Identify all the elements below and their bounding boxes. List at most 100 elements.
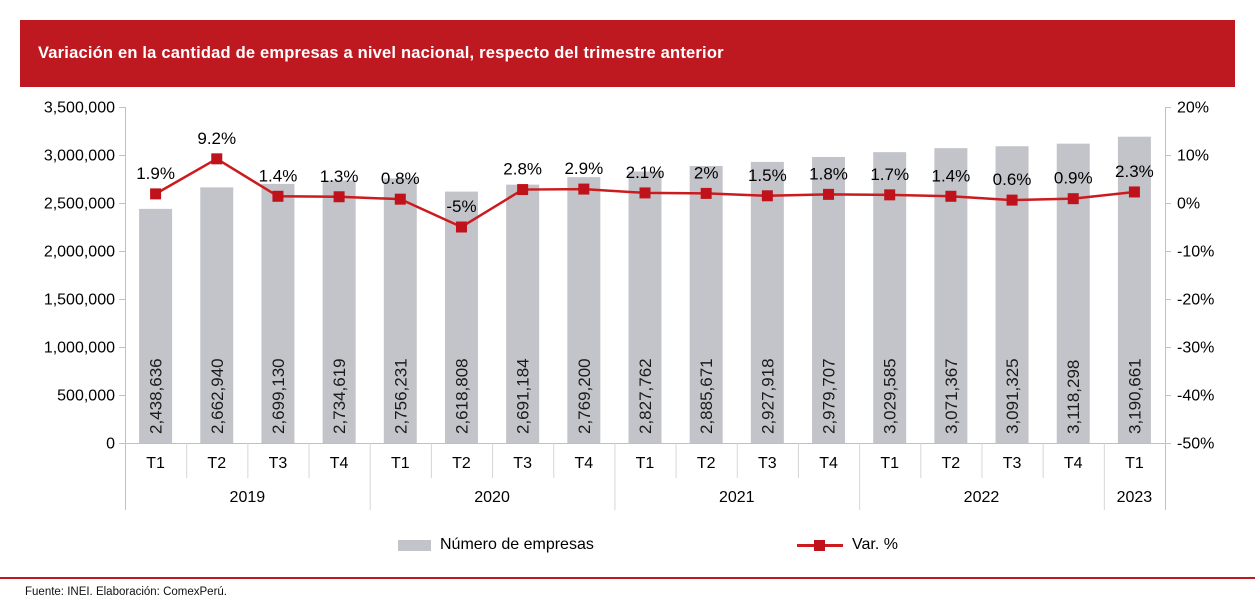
chart-title-bar: Variación en la cantidad de empresas a n…	[20, 20, 1235, 87]
percent-label: 2.9%	[564, 159, 603, 178]
bar-value-label: 2,927,918	[758, 358, 777, 434]
quarter-label: T3	[1003, 455, 1022, 472]
bar-value-label: 2,691,184	[514, 358, 533, 434]
right-axis-tick-label: 20%	[1177, 100, 1209, 117]
line-marker	[639, 187, 651, 199]
bar-value-label: 2,885,671	[697, 358, 716, 434]
right-axis-tick-label: 10%	[1177, 148, 1209, 165]
right-axis-tick-label: -30%	[1177, 340, 1214, 357]
percent-label: 2.3%	[1115, 162, 1154, 181]
bar	[689, 165, 723, 443]
percent-label: 1.5%	[748, 166, 787, 185]
left-axis-tick-label: 3,000,000	[44, 148, 115, 165]
quarter-label: T3	[513, 455, 532, 472]
bar	[750, 161, 784, 443]
right-axis-tick-label: -10%	[1177, 244, 1214, 261]
bar-value-label: 2,827,762	[636, 358, 655, 434]
page-title: Variación en la cantidad de empresas a n…	[38, 44, 724, 62]
percent-label: 0.9%	[1054, 169, 1093, 188]
quarter-label: T4	[819, 455, 838, 472]
quarter-label: T1	[391, 455, 410, 472]
left-axis-tick-label: 2,500,000	[44, 196, 115, 213]
line-marker	[823, 188, 835, 200]
quarter-label: T1	[146, 455, 165, 472]
line-marker	[945, 190, 957, 202]
percent-label: 1.3%	[320, 167, 359, 186]
bar	[139, 208, 173, 443]
bar-value-label: 2,769,200	[575, 358, 594, 434]
year-label: 2022	[964, 489, 1000, 506]
line-marker	[211, 153, 223, 165]
left-axis-tick-label: 0	[106, 436, 115, 453]
quarter-label: T1	[880, 455, 899, 472]
legend-line-label: Var. %	[852, 536, 898, 553]
percent-label: 2%	[694, 163, 719, 182]
right-axis-tick-label: -20%	[1177, 292, 1214, 309]
bar-value-label: 2,756,231	[391, 358, 410, 434]
footer-divider	[0, 577, 1255, 579]
combo-chart: 3,500,000 20% 3,000,000 10% 2,500,000 0% 2,000…	[44, 100, 1214, 510]
bar	[383, 178, 417, 443]
bar	[506, 184, 540, 443]
quarter-label: T2	[942, 455, 961, 472]
quarter-label: T4	[1064, 455, 1083, 472]
percent-label: 1.9%	[136, 164, 175, 183]
bar-value-label: 3,190,661	[1125, 358, 1144, 434]
line-marker	[1006, 194, 1018, 206]
percent-label: 2.1%	[626, 163, 665, 182]
bar	[873, 152, 907, 443]
quarter-label: T2	[697, 455, 716, 472]
left-axis-tick-label: 3,500,000	[44, 100, 115, 117]
legend-item-line: Var. %	[797, 536, 898, 554]
legend-bar-label: Número de empresas	[440, 536, 594, 553]
quarter-label: T4	[574, 455, 593, 472]
bar-value-label: 2,699,130	[269, 358, 288, 434]
bar	[200, 187, 234, 443]
bar	[444, 191, 478, 443]
line-marker	[700, 187, 712, 199]
year-label: 2023	[1117, 489, 1153, 506]
bar-value-label: 2,979,707	[820, 358, 839, 434]
quarter-label: T3	[758, 455, 777, 472]
year-label: 2020	[474, 489, 510, 506]
line-marker	[578, 183, 590, 195]
percent-label: 1.7%	[870, 165, 909, 184]
line-marker	[884, 189, 896, 201]
percent-label: 2.8%	[503, 160, 542, 179]
quarter-label: T2	[207, 455, 226, 472]
percent-label: 1.4%	[932, 166, 971, 185]
year-label: 2021	[719, 489, 755, 506]
bar-value-label: 3,091,325	[1003, 358, 1022, 434]
bar	[812, 156, 846, 443]
bar-value-label: 2,438,636	[147, 358, 166, 434]
quarter-label: T3	[269, 455, 288, 472]
bar	[261, 183, 295, 443]
right-axis-tick-label: 0%	[1177, 196, 1200, 213]
bar	[322, 180, 356, 444]
source-note: Fuente: INEI. Elaboración: ComexPerú.	[25, 586, 227, 598]
bar	[628, 171, 662, 443]
line-marker-swatch-icon	[797, 539, 843, 551]
percent-label: -5%	[446, 197, 476, 216]
left-axis-tick-label: 2,000,000	[44, 244, 115, 261]
bar-swatch-icon	[398, 539, 431, 551]
quarter-label: T1	[1125, 455, 1144, 472]
legend-item-bars: Número de empresas	[398, 536, 594, 554]
year-label: 2019	[230, 489, 266, 506]
bar-value-label: 3,029,585	[881, 358, 900, 434]
percent-label: 9.2%	[197, 129, 236, 148]
bar-value-label: 3,118,298	[1064, 360, 1083, 434]
quarter-label: T1	[636, 455, 655, 472]
quarter-label: T2	[452, 455, 471, 472]
percent-label: 0.6%	[993, 170, 1032, 189]
left-axis-tick-label: 1,000,000	[44, 340, 115, 357]
bar-value-label: 2,662,940	[208, 358, 227, 434]
line-marker	[1128, 186, 1140, 198]
percent-label: 1.4%	[259, 166, 298, 185]
right-axis-tick-label: -40%	[1177, 388, 1214, 405]
line-marker	[150, 188, 162, 200]
line-marker	[761, 190, 773, 202]
line-marker	[517, 184, 529, 196]
left-axis-tick-label: 1,500,000	[44, 292, 115, 309]
